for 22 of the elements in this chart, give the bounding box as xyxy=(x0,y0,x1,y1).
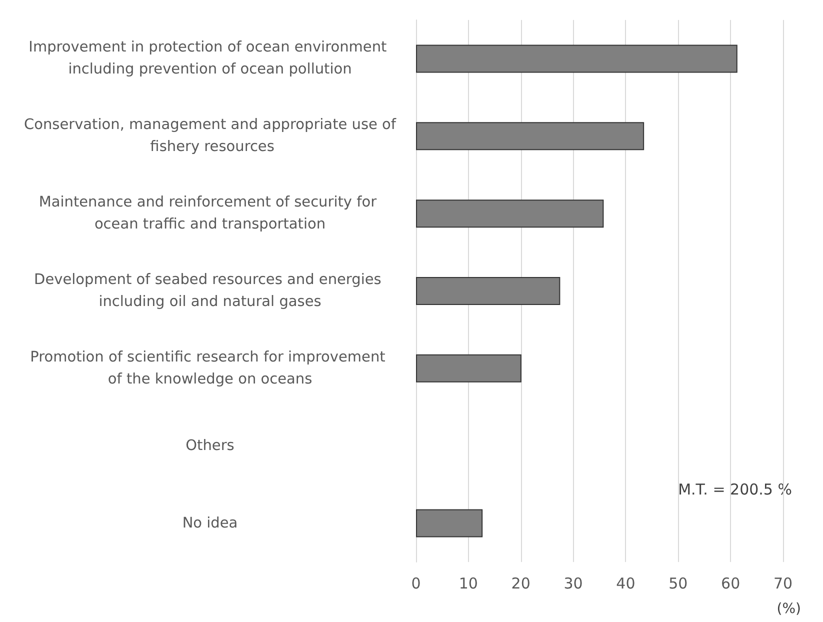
bar xyxy=(416,277,560,305)
x-tick-label: 0 xyxy=(411,574,421,592)
y-tick-label: Improvement in protection of ocean environment including prevention of ocean pollution xyxy=(28,40,392,78)
y-tick-label: Conservation, management and appropriate use of fishery resources xyxy=(24,117,397,156)
bar xyxy=(416,509,483,538)
x-tick-label: 10 xyxy=(458,574,478,592)
y-tick-label: No idea xyxy=(182,515,238,532)
bar xyxy=(416,200,604,228)
bar xyxy=(416,122,644,150)
y-tick-label: Development of seabed resources and energies including oil and natural gases xyxy=(34,272,386,310)
x-tick-label: 40 xyxy=(616,574,636,592)
x-tick-label: 30 xyxy=(564,574,583,592)
x-tick-label: 20 xyxy=(511,574,530,592)
y-tick-label: Promotion of scientific research for improvement of the knowledge on oceans xyxy=(30,349,390,388)
bar xyxy=(416,354,522,382)
x-tick-label: 70 xyxy=(773,574,793,592)
x-axis-title: (%) xyxy=(776,601,802,617)
x-tick-label: 60 xyxy=(721,574,740,592)
x-tick-label: 50 xyxy=(668,574,688,592)
bar xyxy=(416,44,738,73)
y-tick-label: Maintenance and reinforcement of security for ocean traffic and transportation xyxy=(38,194,382,233)
y-tick-label: Others xyxy=(186,438,234,454)
